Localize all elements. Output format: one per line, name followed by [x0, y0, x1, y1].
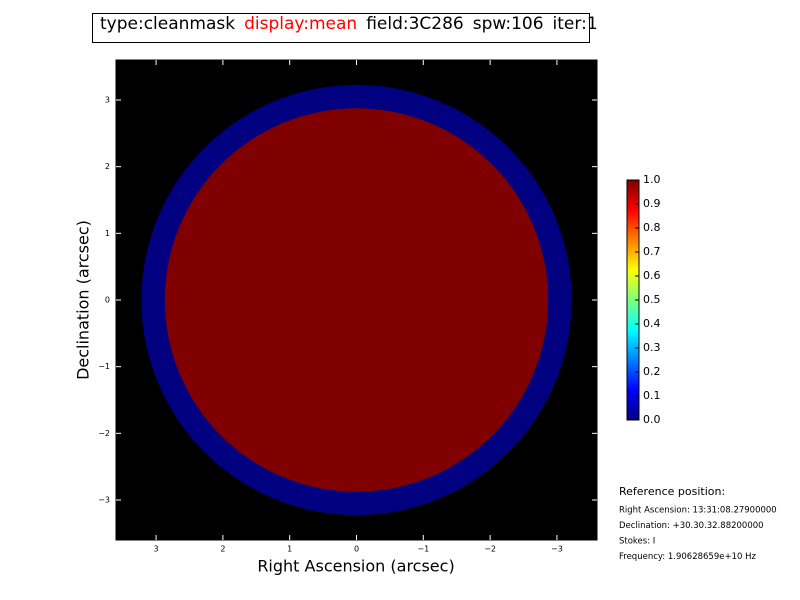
x-axis-label: Right Ascension (arcsec)	[257, 557, 454, 576]
reference-heading: Reference position:	[619, 485, 725, 498]
mask-region	[164, 108, 549, 492]
title-part: iter:1	[553, 14, 598, 34]
y-tick-label: −3	[98, 496, 110, 505]
x-tick-label: 2	[220, 545, 225, 554]
x-tick-label: 1	[287, 545, 292, 554]
y-tick-label: 2	[105, 162, 110, 171]
colorbar-tick-label: 0.3	[643, 341, 661, 354]
colorbar-tick-label: 1.0	[643, 173, 661, 186]
x-tick-label: 3	[154, 545, 159, 554]
colorbar-tick-label: 0.9	[643, 197, 661, 210]
x-tick-label: 0	[354, 545, 359, 554]
colorbar-tick-label: 0.4	[643, 317, 661, 330]
y-tick-label: −1	[98, 362, 110, 371]
title-part: display:mean	[244, 14, 357, 34]
y-tick-label: 3	[105, 96, 110, 105]
reference-line: Stokes: I	[619, 537, 655, 547]
reference-line: Declination: +30.30.32.88200000	[619, 521, 764, 531]
colorbar-tick-label: 0.5	[643, 293, 661, 306]
y-tick-label: 1	[105, 229, 110, 238]
colorbar-tick-label: 0.1	[643, 389, 661, 402]
title-part: type:cleanmask	[100, 14, 235, 34]
plot-area	[141, 84, 572, 516]
colorbar-tick-label: 0.0	[643, 413, 661, 426]
title-part: spw:106	[473, 14, 544, 34]
title-box	[92, 13, 590, 43]
reference-line: Right Ascension: 13:31:08.27900000	[619, 506, 777, 516]
colorbar-tick-label: 0.7	[643, 245, 661, 258]
y-tick-label: −2	[98, 429, 110, 438]
chart-title: type:cleanmask display:mean field:3C286 spw…	[100, 14, 598, 34]
colorbar-tick-label: 0.6	[643, 269, 661, 282]
x-tick-label: −2	[484, 545, 496, 554]
y-tick-label: 0	[105, 296, 110, 305]
reference-line: Frequency: 1.90628659e+10 Hz	[619, 552, 756, 562]
title-part: field:3C286	[366, 14, 464, 34]
x-tick-label: −3	[551, 545, 563, 554]
colorbar-tick-label: 0.2	[643, 365, 661, 378]
y-axis-label: Declination (arcsec)	[74, 220, 93, 380]
colorbar-tick-label: 0.8	[643, 221, 661, 234]
x-tick-label: −1	[417, 545, 429, 554]
